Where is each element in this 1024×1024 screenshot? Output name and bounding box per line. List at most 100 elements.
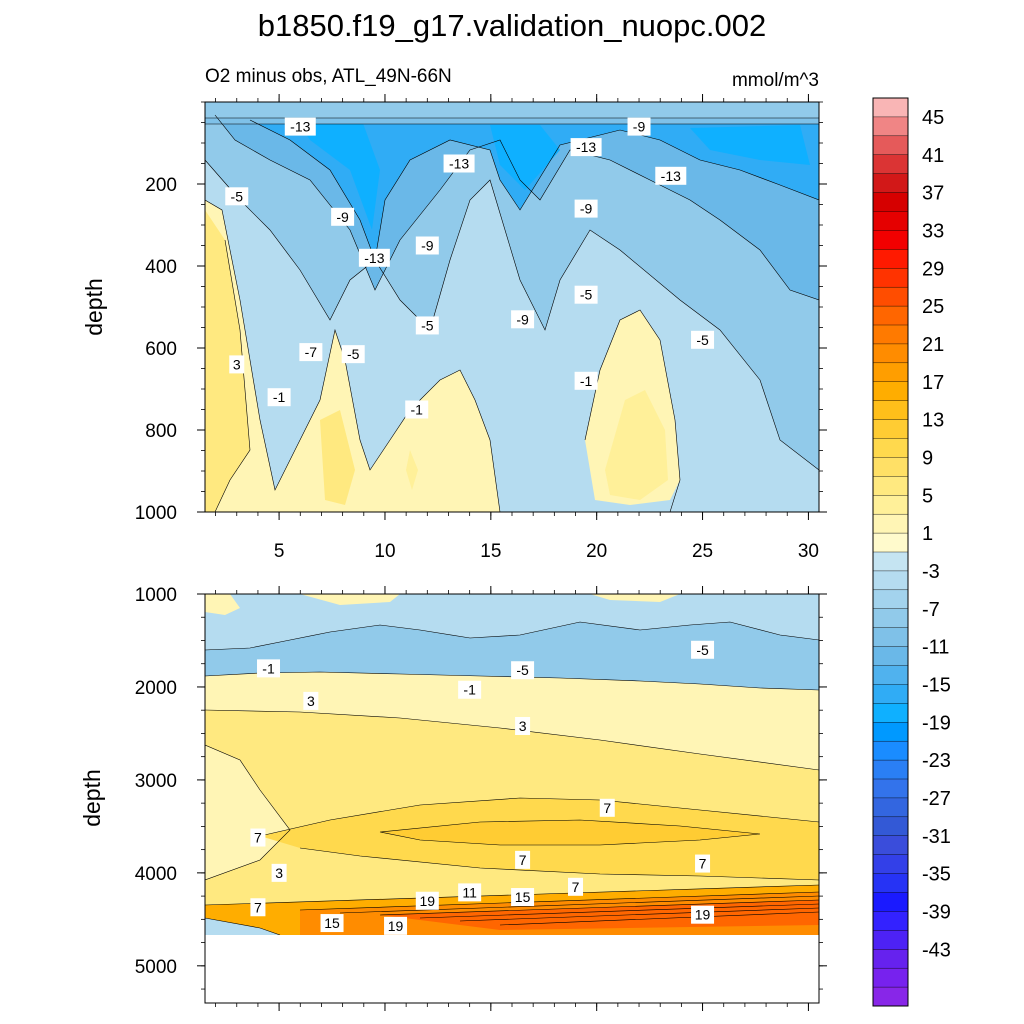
contour-label: -9 bbox=[415, 236, 439, 255]
contour-label-bg bbox=[691, 330, 715, 349]
colorbar-label: -35 bbox=[922, 864, 951, 886]
contour-label-text: -5 bbox=[421, 317, 434, 333]
contour-label-bg bbox=[341, 345, 365, 364]
colorbar-swatch bbox=[872, 854, 909, 875]
contour-label-text: 7 bbox=[699, 856, 707, 872]
contour-label: -9 bbox=[627, 117, 651, 136]
contour-label: -5 bbox=[225, 187, 249, 206]
colorbar-swatch bbox=[872, 986, 909, 1007]
contour-label: -9 bbox=[511, 310, 535, 329]
colorbar-swatch bbox=[872, 135, 909, 156]
contour-label-text: -5 bbox=[696, 332, 709, 348]
x-tick-label: 25 bbox=[692, 541, 713, 562]
colorbar-swatch bbox=[872, 173, 909, 194]
y-tick-label: 600 bbox=[145, 339, 177, 360]
contour-label: 15 bbox=[511, 888, 535, 907]
upper-y-axis-label: depth bbox=[81, 278, 107, 336]
contour-label: -7 bbox=[299, 343, 323, 362]
contour-label-bg bbox=[458, 680, 482, 699]
chart-subtitle-left: O2 minus obs, ATL_49N-66N bbox=[205, 66, 452, 87]
colorbar-swatch bbox=[872, 400, 909, 421]
colorbar-swatch bbox=[872, 532, 909, 553]
contour-label-text: -1 bbox=[262, 660, 275, 676]
contour-label: 3 bbox=[229, 355, 245, 374]
colorbar-swatch bbox=[872, 324, 909, 345]
colorbar-swatch bbox=[872, 797, 909, 818]
contour-label-text: 11 bbox=[462, 884, 477, 900]
y-tick-label: 4000 bbox=[135, 864, 177, 885]
contour-label-bg bbox=[299, 343, 323, 362]
contour-label-text: 19 bbox=[695, 907, 711, 923]
contour-label: -5 bbox=[415, 316, 439, 335]
contour-label-bg bbox=[229, 355, 245, 374]
colorbar-swatch bbox=[872, 949, 909, 969]
colorbar-label: -23 bbox=[922, 750, 951, 772]
colorbar-swatch bbox=[872, 967, 909, 988]
colorbar-swatch bbox=[872, 154, 909, 175]
contour-label-bg bbox=[515, 716, 531, 735]
contour-label: -5 bbox=[691, 330, 715, 349]
contour-label-bg bbox=[511, 661, 535, 680]
colorbar-label: -19 bbox=[922, 712, 951, 734]
contour-label: -1 bbox=[267, 388, 291, 407]
contour-label-bg bbox=[655, 166, 687, 185]
contour-label-text: 15 bbox=[324, 915, 340, 931]
contour-label-bg bbox=[358, 248, 390, 267]
contour-label-text: -9 bbox=[633, 119, 646, 135]
colorbar-swatch bbox=[872, 589, 909, 610]
lower-contour-labels: -5 -1 -5 -1 3 3 7 7 7 7 3 7 11 15 19 19 7 15 19 bbox=[250, 640, 715, 935]
x-tick-label: 30 bbox=[798, 541, 819, 562]
contour-label-bg bbox=[515, 850, 531, 869]
lower-panel: depth 1000 2000 3000 4000 5000 -5 -1 -5 -1 3 3 7 7 7… bbox=[79, 585, 827, 1011]
contour-label: 3 bbox=[515, 716, 531, 735]
colorbar-label: -7 bbox=[922, 599, 940, 621]
colorbar-swatch bbox=[872, 97, 909, 118]
colorbar-swatch bbox=[872, 816, 909, 837]
contour-label: 7 bbox=[599, 798, 615, 817]
y-tick-label: 1000 bbox=[135, 585, 177, 606]
contour-label: 7 bbox=[250, 898, 266, 917]
contour-label-text: -5 bbox=[516, 662, 529, 678]
colorbar-label: 25 bbox=[922, 296, 944, 318]
colorbar-swatch bbox=[872, 835, 909, 856]
colorbar-swatch bbox=[872, 627, 909, 648]
contour-label-bg bbox=[627, 117, 651, 136]
contour-label-text: -9 bbox=[516, 311, 529, 327]
colorbar-label: 33 bbox=[922, 220, 944, 242]
contour-label: -13 bbox=[655, 166, 687, 185]
contour-label: 19 bbox=[384, 916, 408, 935]
contour-label-bg bbox=[320, 914, 344, 933]
contour-label: -13 bbox=[570, 138, 602, 157]
contour-label: 3 bbox=[303, 691, 319, 710]
colorbar-swatch bbox=[872, 249, 909, 269]
contour-label-bg bbox=[511, 310, 535, 329]
contour-label-bg bbox=[574, 371, 598, 390]
colorbar-swatch bbox=[872, 438, 909, 458]
contour-label-text: -1 bbox=[580, 373, 593, 389]
colorbar-label: 17 bbox=[922, 372, 944, 394]
colorbar-label: -27 bbox=[922, 788, 951, 810]
x-tick-label: 5 bbox=[274, 541, 285, 562]
x-tick-label: 15 bbox=[480, 541, 501, 562]
upper-contour-labels: -13 -9 -13 -13 -13 -5 -9 -9 -9 -13 -5 -9 -5 -5 -7 -5 3 -1… bbox=[225, 117, 715, 419]
colorbar-swatch bbox=[872, 665, 909, 685]
y-tick-label: 800 bbox=[145, 421, 177, 442]
contour-label-text: 3 bbox=[307, 693, 315, 709]
contour-label-bg bbox=[271, 863, 287, 882]
contour-label-text: 7 bbox=[254, 899, 262, 915]
colorbar-frame bbox=[872, 97, 909, 1007]
colorbar bbox=[872, 97, 909, 1007]
lower-contour-fill bbox=[205, 594, 819, 935]
contour-label-text: -7 bbox=[305, 344, 318, 360]
contour-label: -5 bbox=[574, 285, 598, 304]
colorbar-swatch bbox=[872, 873, 909, 893]
colorbar-label: 5 bbox=[922, 485, 933, 507]
lower-empty-area bbox=[206, 935, 818, 1002]
colorbar-swatch bbox=[872, 211, 909, 231]
contour-label-text: 19 bbox=[420, 893, 436, 909]
contour-label-bg bbox=[250, 828, 266, 847]
contour-label: -1 bbox=[458, 680, 482, 699]
contour-label-text: -9 bbox=[421, 238, 434, 254]
colorbar-label: 37 bbox=[922, 183, 944, 205]
contour-label-bg bbox=[384, 916, 408, 935]
